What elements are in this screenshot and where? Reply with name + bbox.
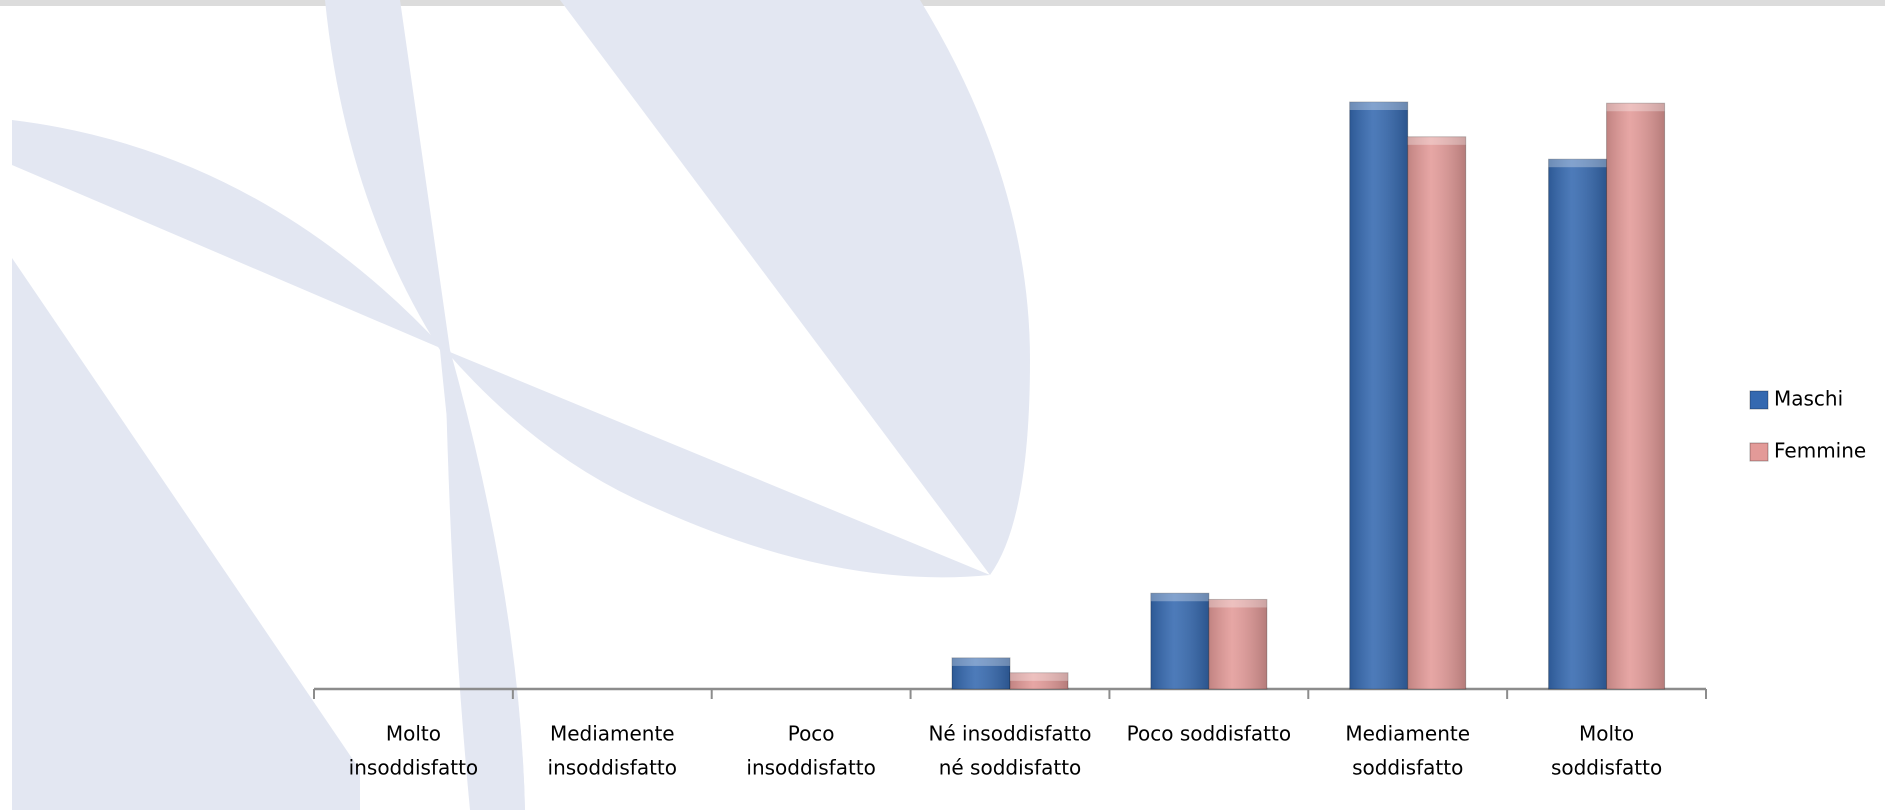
bar-shade xyxy=(952,657,1010,689)
legend-label: Femmine xyxy=(1774,439,1866,463)
bar-shade xyxy=(1407,136,1466,690)
bar-cap xyxy=(1349,102,1408,110)
x-tick-label: Molto xyxy=(1579,722,1634,746)
x-tick-label: Poco xyxy=(788,722,835,746)
bar-shade xyxy=(1548,159,1607,689)
bar-cap xyxy=(1010,672,1068,681)
bar-shade xyxy=(1208,599,1267,689)
bar-shade xyxy=(1150,593,1209,689)
bar-cap xyxy=(1548,159,1607,168)
bar-cap xyxy=(1407,136,1466,145)
bar-cap xyxy=(1150,593,1209,602)
bar-shade xyxy=(1349,102,1408,689)
x-tick-label: insoddisfatto xyxy=(349,756,478,780)
bar-shade xyxy=(1606,103,1665,689)
x-tick-label: insoddisfatto xyxy=(548,756,677,780)
legend-swatch xyxy=(1749,390,1769,410)
x-tick-label: Mediamente xyxy=(1345,722,1470,746)
x-tick-label: soddisfatto xyxy=(1352,756,1463,780)
bar-cap xyxy=(1208,599,1267,608)
bar-cap xyxy=(1606,103,1665,112)
legend-label: Maschi xyxy=(1774,387,1843,411)
x-tick-label: soddisfatto xyxy=(1551,756,1662,780)
x-tick-label: Poco soddisfatto xyxy=(1127,722,1291,746)
x-tick-label: insoddisfatto xyxy=(746,756,875,780)
x-tick-label: Né insoddisfatto xyxy=(928,722,1091,746)
x-tick-label: Mediamente xyxy=(550,722,675,746)
x-tick-label: Molto xyxy=(386,722,441,746)
bar-cap xyxy=(952,657,1010,666)
x-tick-label: né soddisfatto xyxy=(939,756,1082,780)
legend-swatch xyxy=(1749,442,1769,462)
bar-shade xyxy=(1010,672,1068,689)
